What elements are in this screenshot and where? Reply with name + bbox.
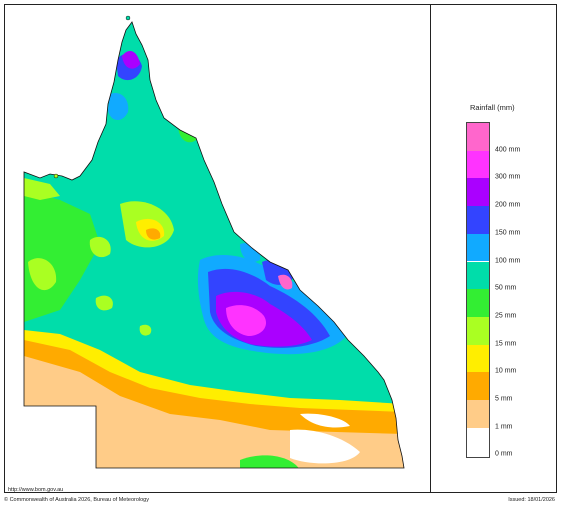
legend-label: 10 mm bbox=[495, 367, 517, 375]
legend-swatch bbox=[467, 261, 489, 290]
legend-swatch bbox=[467, 344, 489, 373]
rainfall-map bbox=[23, 15, 405, 469]
legend-swatch bbox=[467, 427, 489, 456]
legend-colorbar bbox=[466, 122, 490, 458]
legend-swatch bbox=[467, 150, 489, 179]
legend-label: 5 mm bbox=[495, 395, 513, 403]
legend-label: 200 mm bbox=[495, 201, 521, 209]
copyright-text: © Commonwealth of Australia 2026, Bureau… bbox=[4, 497, 149, 503]
legend-swatch bbox=[467, 289, 489, 317]
legend-label: 15 mm bbox=[495, 340, 517, 348]
legend-swatch bbox=[467, 178, 489, 207]
legend-label: 300 mm bbox=[495, 173, 521, 181]
rainfall-fill bbox=[24, 22, 404, 468]
panel-divider bbox=[430, 4, 431, 493]
legend-label: 400 mm bbox=[495, 146, 521, 154]
legend-label: 0 mm bbox=[495, 450, 513, 458]
issued-date: Issued: 18/01/2026 bbox=[508, 497, 555, 503]
legend-swatch bbox=[467, 400, 489, 428]
legend-label: 1 mm bbox=[495, 423, 513, 431]
legend-title: Rainfall (mm) bbox=[470, 103, 515, 112]
legend-swatch bbox=[467, 316, 489, 345]
legend-swatch bbox=[467, 206, 489, 234]
legend-label: 50 mm bbox=[495, 284, 517, 292]
source-url[interactable]: http://www.bom.gov.au bbox=[8, 487, 64, 493]
legend-label: 25 mm bbox=[495, 312, 517, 320]
legend-swatch bbox=[467, 372, 489, 400]
legend-label: 150 mm bbox=[495, 229, 521, 237]
legend-swatch bbox=[467, 123, 489, 151]
legend-label: 100 mm bbox=[495, 257, 521, 264]
legend-swatch bbox=[467, 233, 489, 262]
